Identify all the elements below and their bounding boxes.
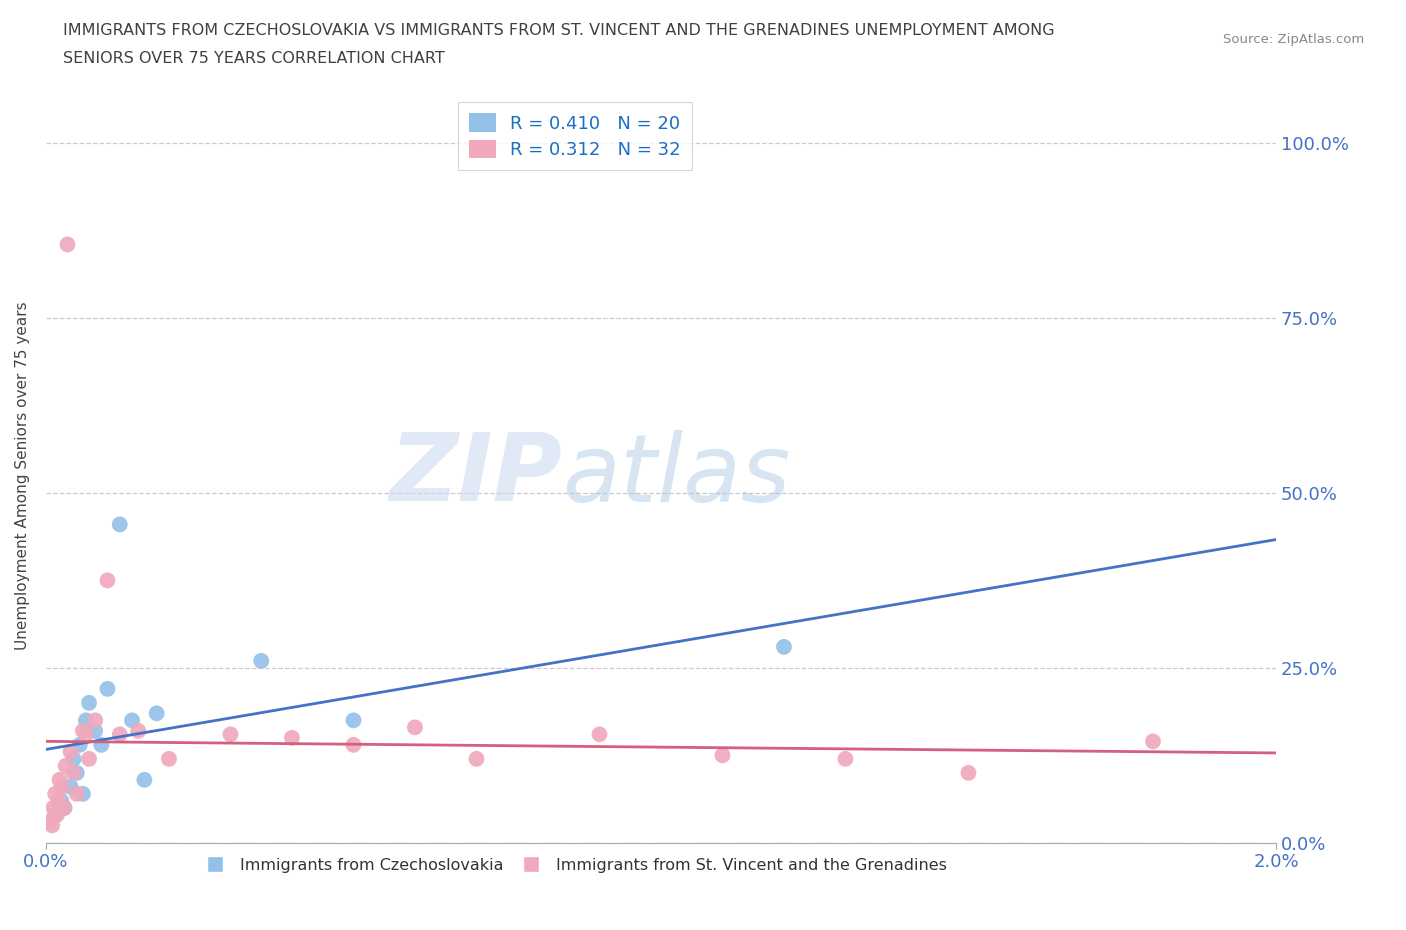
- Point: [121, 713, 143, 728]
- Point: [96, 682, 118, 697]
- Point: [69, 737, 91, 752]
- Y-axis label: Unemployment Among Seniors over 75 years: Unemployment Among Seniors over 75 years: [15, 301, 30, 650]
- Point: [1142, 734, 1164, 749]
- Point: [773, 640, 796, 655]
- Point: [342, 737, 364, 752]
- Point: [465, 751, 488, 766]
- Point: [62, 751, 84, 766]
- Point: [41, 817, 63, 832]
- Point: [66, 765, 89, 780]
- Point: [75, 713, 97, 728]
- Point: [342, 713, 364, 728]
- Point: [53, 801, 76, 816]
- Point: [44, 807, 66, 822]
- Point: [51, 793, 73, 808]
- Point: [145, 706, 167, 721]
- Point: [55, 758, 77, 773]
- Text: ZIP: ZIP: [389, 430, 562, 522]
- Point: [42, 801, 65, 816]
- Point: [62, 765, 84, 780]
- Point: [38, 815, 60, 830]
- Point: [134, 773, 156, 788]
- Point: [72, 787, 94, 802]
- Point: [957, 765, 980, 780]
- Point: [250, 654, 273, 669]
- Point: [53, 801, 76, 816]
- Point: [72, 724, 94, 738]
- Legend: Immigrants from Czechoslovakia, Immigrants from St. Vincent and the Grenadines: Immigrants from Czechoslovakia, Immigran…: [197, 851, 953, 879]
- Point: [834, 751, 856, 766]
- Point: [48, 773, 70, 788]
- Point: [59, 744, 82, 759]
- Point: [127, 724, 149, 738]
- Point: [66, 787, 89, 802]
- Point: [51, 779, 73, 794]
- Point: [84, 724, 107, 738]
- Point: [157, 751, 180, 766]
- Point: [75, 727, 97, 742]
- Point: [46, 807, 69, 822]
- Point: [108, 727, 131, 742]
- Text: IMMIGRANTS FROM CZECHOSLOVAKIA VS IMMIGRANTS FROM ST. VINCENT AND THE GRENADINES: IMMIGRANTS FROM CZECHOSLOVAKIA VS IMMIGR…: [63, 23, 1054, 38]
- Point: [44, 787, 66, 802]
- Point: [59, 779, 82, 794]
- Point: [96, 573, 118, 588]
- Text: Source: ZipAtlas.com: Source: ZipAtlas.com: [1223, 33, 1364, 46]
- Point: [77, 751, 100, 766]
- Point: [46, 793, 69, 808]
- Text: SENIORS OVER 75 YEARS CORRELATION CHART: SENIORS OVER 75 YEARS CORRELATION CHART: [63, 51, 446, 66]
- Point: [281, 730, 304, 745]
- Point: [588, 727, 610, 742]
- Point: [56, 237, 79, 252]
- Point: [219, 727, 242, 742]
- Point: [404, 720, 426, 735]
- Point: [77, 696, 100, 711]
- Point: [108, 517, 131, 532]
- Text: atlas: atlas: [562, 430, 790, 521]
- Point: [84, 713, 107, 728]
- Point: [711, 748, 734, 763]
- Point: [90, 737, 112, 752]
